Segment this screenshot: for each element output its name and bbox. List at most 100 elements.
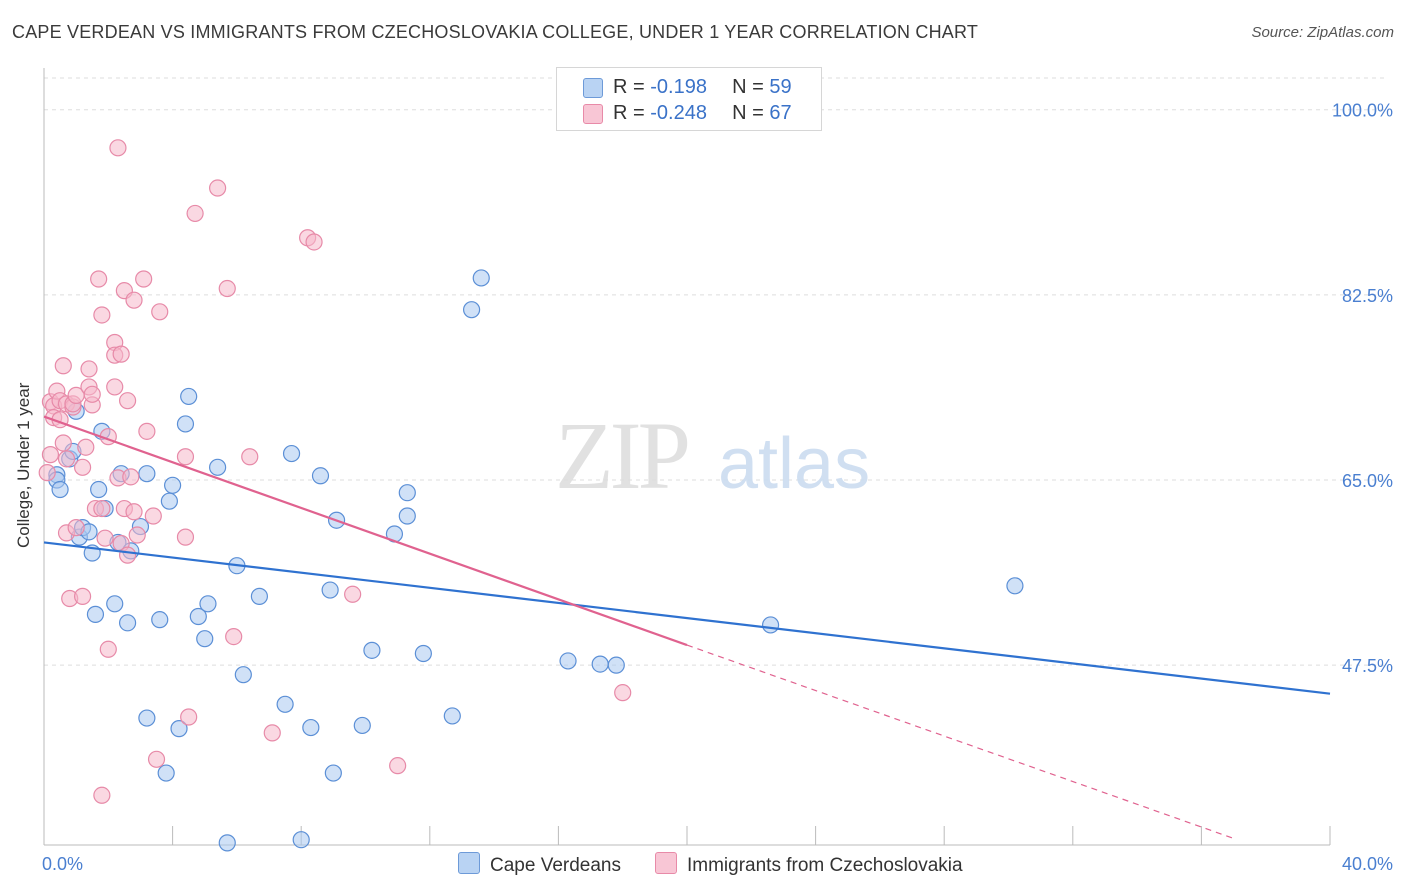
point-czechoslovakia — [135, 270, 153, 288]
source-label: Source: ZipAtlas.com — [1251, 24, 1394, 41]
point-czechoslovakia — [180, 708, 198, 726]
legend-n-value: 59 — [769, 76, 792, 98]
point-cape-verdean — [157, 764, 175, 782]
tick-labels: 47.5% 65.0% 82.5% 100.0% 0.0% 40.0% — [42, 101, 1393, 874]
point-czechoslovakia — [209, 179, 227, 197]
point-czechoslovakia — [305, 233, 323, 251]
trend-line-czechoslovakia-extension — [686, 644, 1234, 839]
point-cape-verdean — [324, 764, 342, 782]
point-czechoslovakia — [128, 526, 146, 544]
point-czechoslovakia — [118, 392, 137, 410]
legend-swatch-pink — [583, 104, 603, 124]
point-czechoslovakia — [67, 519, 85, 537]
point-cape-verdean — [160, 492, 178, 510]
point-cape-verdean — [138, 465, 156, 483]
y-tick-label: 100.0% — [1332, 101, 1393, 121]
point-cape-verdean — [607, 656, 625, 674]
point-czechoslovakia — [125, 291, 143, 309]
point-cape-verdean — [138, 709, 156, 727]
point-cape-verdean — [180, 387, 198, 406]
point-cape-verdean — [363, 641, 381, 659]
point-czechoslovakia — [41, 446, 60, 464]
point-czechoslovakia — [118, 546, 137, 564]
point-cape-verdean — [176, 415, 195, 433]
point-cape-verdean — [170, 720, 188, 738]
point-cape-verdean — [199, 595, 217, 613]
point-cape-verdean — [591, 655, 609, 673]
point-czechoslovakia — [83, 385, 101, 403]
point-cape-verdean — [462, 301, 481, 319]
point-cape-verdean — [353, 716, 371, 735]
point-cape-verdean — [321, 581, 339, 599]
trend-lines — [43, 415, 1331, 839]
legend-r-value: -0.248 — [650, 102, 707, 124]
point-czechoslovakia — [614, 684, 632, 702]
point-czechoslovakia — [218, 279, 236, 298]
stats-legend: R = -0.198 N = 59 R = -0.248 N = 67 — [556, 67, 822, 131]
point-cape-verdean — [106, 595, 124, 613]
point-cape-verdean — [189, 607, 207, 626]
point-cape-verdean — [218, 834, 236, 852]
point-czechoslovakia — [144, 507, 162, 525]
point-czechoslovakia — [38, 464, 56, 482]
x-tick-label: 0.0% — [42, 854, 83, 874]
point-cape-verdean — [86, 605, 105, 623]
point-czechoslovakia — [106, 378, 124, 396]
point-cape-verdean — [443, 707, 461, 725]
point-czechoslovakia — [93, 786, 111, 804]
point-czechoslovakia — [109, 139, 127, 157]
point-czechoslovakia — [90, 270, 108, 288]
point-cape-verdean — [292, 831, 310, 849]
point-czechoslovakia — [151, 303, 169, 321]
point-czechoslovakia — [77, 438, 95, 456]
trend-line-czechoslovakia — [43, 415, 688, 647]
watermark-atlas: atlas — [718, 424, 870, 504]
point-cape-verdean — [276, 695, 294, 713]
point-czechoslovakia — [122, 468, 140, 486]
watermark-zip: ZIP — [555, 402, 688, 509]
point-czechoslovakia — [389, 757, 407, 775]
axes — [43, 68, 1331, 846]
point-cape-verdean — [90, 480, 108, 499]
y-tick-label: 65.0% — [1342, 471, 1393, 491]
point-czechoslovakia — [54, 434, 72, 452]
point-cape-verdean — [302, 718, 320, 737]
legend-n-value: 67 — [769, 102, 792, 124]
point-czechoslovakia — [93, 306, 111, 324]
point-czechoslovakia — [96, 529, 114, 547]
point-czechoslovakia — [99, 640, 117, 658]
x-tick-label: 40.0% — [1342, 854, 1393, 874]
bottom-legend-swatch-pink — [655, 852, 677, 874]
y-tick-label: 82.5% — [1342, 286, 1393, 306]
legend-n-label: N = — [732, 76, 770, 98]
point-czechoslovakia — [57, 450, 76, 468]
bottom-legend-czechoslovakia: Immigrants from Czechoslovakia — [655, 852, 963, 877]
point-cape-verdean — [51, 480, 69, 499]
point-czechoslovakia — [225, 627, 243, 646]
point-cape-verdean — [761, 616, 780, 634]
bottom-legend-cape-verdeans: Cape Verdeans — [458, 852, 621, 877]
point-czechoslovakia — [125, 503, 143, 521]
point-czechoslovakia — [241, 448, 259, 466]
y-tick-label: 47.5% — [1342, 656, 1393, 676]
bottom-legend-label: Cape Verdeans — [490, 855, 621, 876]
point-cape-verdean — [1006, 577, 1024, 595]
point-cape-verdean — [398, 484, 416, 502]
grid-lines — [44, 77, 1388, 666]
point-czechoslovakia — [344, 585, 362, 603]
point-cape-verdean — [472, 269, 490, 287]
trend-line-cape-verdeans — [43, 541, 1331, 695]
point-cape-verdean — [559, 652, 577, 670]
point-czechoslovakia — [93, 499, 111, 518]
point-czechoslovakia — [54, 357, 72, 375]
point-cape-verdean — [398, 507, 416, 525]
legend-r-value: -0.198 — [650, 76, 707, 98]
chart-title: CAPE VERDEAN VS IMMIGRANTS FROM CZECHOSL… — [12, 22, 979, 42]
point-cape-verdean — [151, 611, 169, 629]
point-cape-verdean — [282, 444, 301, 463]
point-cape-verdean — [196, 630, 214, 648]
point-cape-verdean — [118, 614, 137, 632]
legend-r-label: R = — [613, 76, 651, 98]
point-cape-verdean — [209, 458, 227, 476]
